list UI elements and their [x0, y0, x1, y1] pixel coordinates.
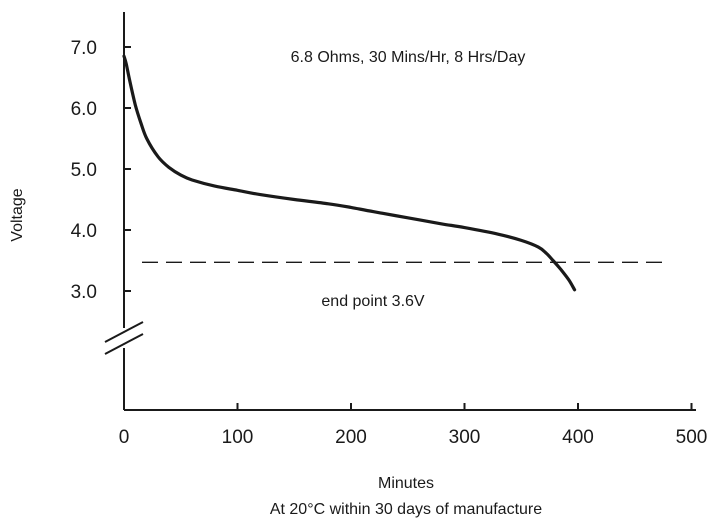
reference-line-label: end point 3.6V — [321, 293, 425, 310]
x-tick-label-0: 0 — [119, 427, 130, 448]
chart-subtitle: At 20°C within 30 days of manufacture — [270, 501, 542, 518]
series-group — [122, 54, 670, 292]
x-tick-label-500: 500 — [676, 427, 708, 448]
y-tick-label-3.0: 3.0 — [71, 282, 97, 303]
y-tick-label-5.0: 5.0 — [71, 160, 97, 181]
tick-group: 0 100 200 300 400 500 3.0 4.0 5.0 6.0 7.0 — [71, 38, 708, 448]
axis-break-mark-lower — [104, 333, 144, 355]
x-tick-label-300: 300 — [449, 427, 481, 448]
y-axis-label: Voltage — [9, 188, 26, 241]
chart-title: 6.8 Ohms, 30 Mins/Hr, 8 Hrs/Day — [291, 49, 526, 66]
y-tick-label-6.0: 6.0 — [71, 99, 97, 120]
x-tick-label-100: 100 — [222, 427, 254, 448]
y-tick-label-4.0: 4.0 — [71, 221, 97, 242]
annotation-group: 6.8 Ohms, 30 Mins/Hr, 8 Hrs/Day end poin… — [9, 49, 542, 518]
x-axis-label: Minutes — [378, 475, 434, 492]
x-tick-label-200: 200 — [335, 427, 367, 448]
axis-break-mark-upper — [104, 321, 144, 343]
discharge-curve-0 — [122, 54, 577, 292]
y-tick-label-7.0: 7.0 — [71, 38, 97, 59]
axes — [104, 12, 696, 411]
x-tick-label-400: 400 — [562, 427, 594, 448]
